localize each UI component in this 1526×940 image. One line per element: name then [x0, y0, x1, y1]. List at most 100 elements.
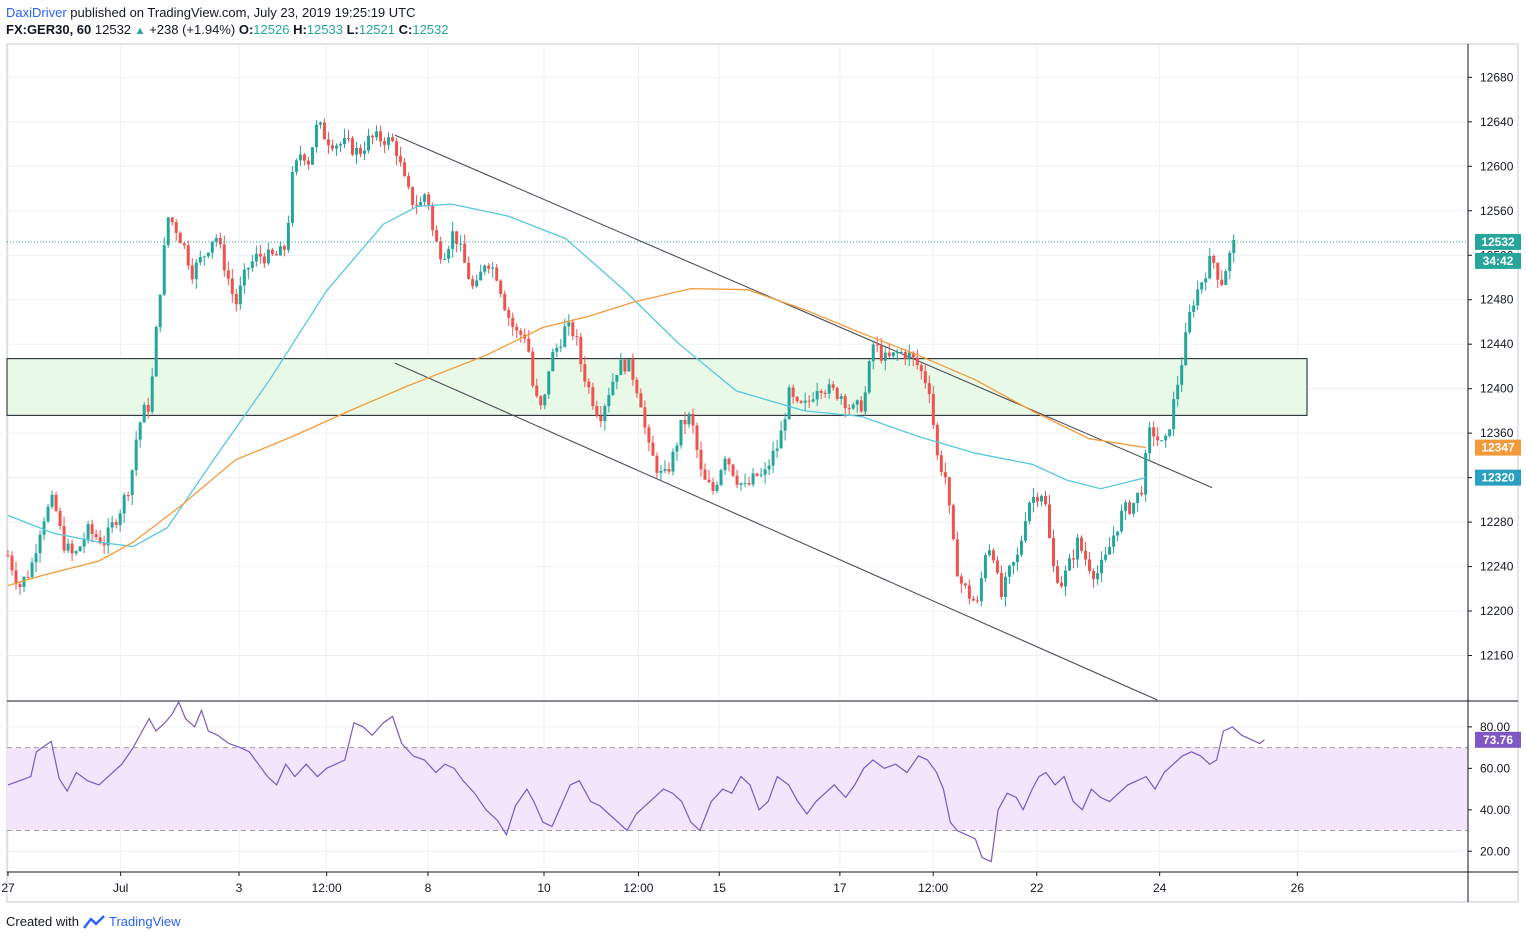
candle-body — [407, 176, 411, 187]
candle-body — [1160, 440, 1164, 442]
rsi-tick-label: 60.00 — [1480, 761, 1510, 775]
candle-body — [1043, 495, 1047, 505]
candle-body — [1072, 558, 1076, 560]
candle-body — [326, 139, 330, 146]
candle-body — [194, 262, 198, 280]
candle-body — [779, 430, 783, 449]
candle-body — [206, 252, 210, 257]
brand-link[interactable]: TradingView — [108, 914, 181, 929]
candle-body — [306, 160, 310, 165]
candle-body — [350, 138, 354, 155]
candle-body — [571, 322, 575, 337]
candle-body — [246, 267, 250, 270]
candle-body — [330, 145, 334, 149]
candle-body — [691, 413, 695, 426]
candle-body — [70, 543, 74, 554]
candle-body — [807, 400, 811, 402]
time-tick-label: 27 — [1, 881, 15, 895]
price-tick-label: 12440 — [1480, 337, 1514, 351]
candle-body — [190, 265, 194, 280]
candle-body — [1148, 427, 1152, 454]
candle-body — [1084, 550, 1088, 560]
candle-body — [1212, 255, 1216, 263]
candle-body — [903, 352, 907, 359]
candle-body — [250, 261, 254, 268]
low-label: L: — [346, 22, 359, 37]
candle-body — [955, 539, 959, 577]
candle-body — [467, 262, 471, 280]
candle-body — [439, 241, 443, 260]
candle-body — [875, 344, 879, 346]
candle-body — [895, 352, 899, 354]
candle-body — [503, 293, 507, 311]
candle-body — [599, 415, 603, 422]
candle-body — [927, 383, 931, 395]
candle-body — [947, 477, 951, 506]
candle-body — [563, 326, 567, 347]
candle-body — [983, 555, 987, 579]
ma-slow-line — [7, 287, 1147, 587]
time-tick-label: 17 — [833, 881, 847, 895]
candle-body — [831, 384, 835, 388]
candle-body — [943, 472, 947, 478]
candle-body — [98, 537, 102, 544]
candle-body — [234, 293, 238, 305]
candle-body — [991, 550, 995, 561]
candle-body — [791, 387, 795, 397]
candle-body — [106, 527, 110, 546]
candle-body — [218, 238, 222, 245]
author-link[interactable]: DaxiDriver — [6, 5, 67, 20]
candle-body — [1023, 521, 1027, 541]
candle-body — [471, 279, 475, 287]
candle-body — [559, 346, 563, 348]
candle-body — [843, 396, 847, 409]
candle-body — [42, 521, 46, 535]
candle-body — [1068, 558, 1072, 571]
candle-body — [547, 371, 551, 395]
price-tick-label: 12200 — [1480, 604, 1514, 618]
candle-body — [967, 585, 971, 599]
candle-body — [475, 280, 479, 287]
candle-body — [355, 147, 359, 155]
candle-body — [1196, 289, 1200, 306]
candle-body — [759, 474, 763, 476]
ma-fast-label: 12320 — [1481, 471, 1515, 485]
candle-body — [963, 583, 967, 586]
rsi-tick-label: 20.00 — [1480, 844, 1510, 858]
candle-body — [90, 524, 94, 534]
candle-body — [919, 365, 923, 372]
candle-body — [995, 560, 999, 573]
candle-body — [771, 450, 775, 466]
candle-body — [615, 375, 619, 382]
candle-body — [1076, 537, 1080, 560]
candle-body — [443, 258, 447, 260]
candle-body — [999, 572, 1003, 597]
candle-body — [66, 543, 70, 551]
candle-body — [651, 442, 655, 456]
candle-body — [359, 147, 363, 154]
candle-body — [6, 555, 10, 557]
candle-body — [174, 222, 178, 233]
support-zone-rect — [6, 358, 1308, 416]
candle-body — [863, 392, 867, 412]
channel-line-upper — [394, 134, 1213, 489]
price-tick-label: 12680 — [1480, 70, 1514, 84]
candle-body — [899, 352, 903, 354]
candle-body — [318, 122, 322, 125]
candle-body — [815, 390, 819, 400]
candle-body — [543, 394, 547, 406]
candle-body — [310, 147, 314, 165]
candle-body — [487, 265, 491, 269]
candle-body — [1120, 510, 1124, 532]
published-text: published on TradingView.com, July 23, 2… — [70, 5, 416, 20]
candle-body — [591, 387, 595, 406]
candle-body — [238, 285, 242, 305]
candle-body — [314, 124, 318, 148]
ma-fast-line — [7, 203, 1147, 548]
open-value: 12526 — [253, 22, 290, 37]
candle-body — [431, 204, 435, 231]
candle-body — [34, 553, 38, 563]
candle-body — [1132, 502, 1136, 514]
candle-body — [214, 238, 218, 242]
